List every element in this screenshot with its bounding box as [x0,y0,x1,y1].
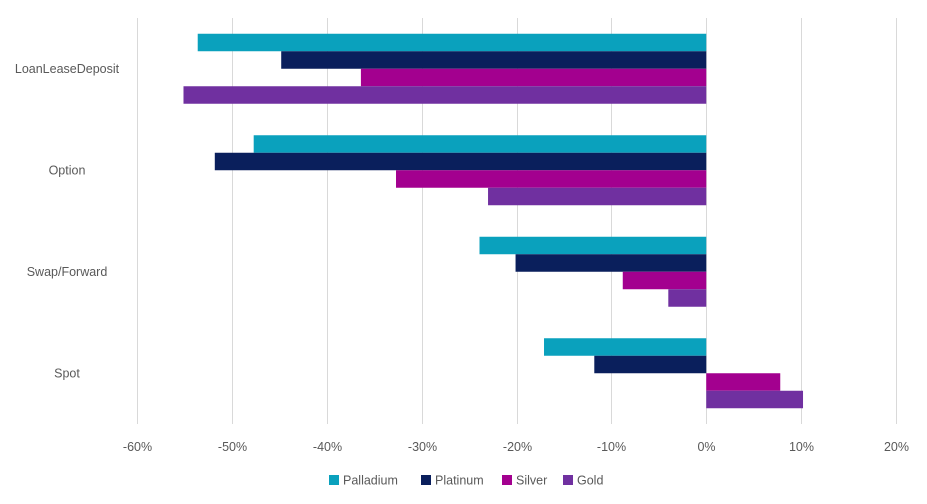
bar-gold [706,390,804,409]
x-tick-label: -30% [408,440,437,454]
bar-palladium [197,33,707,52]
bar-silver [396,170,707,188]
legend-item-platinum: Platinum [421,474,484,488]
bar-platinum [515,254,707,272]
legend-swatch [502,475,512,485]
bar-platinum [281,51,707,69]
legend-label: Palladium [343,474,398,488]
legend-swatch [421,475,431,485]
x-tick-label: -20% [503,440,532,454]
category-label: LoanLeaseDeposit [15,62,120,76]
legend: Palladium Platinum Silver Gold [329,474,603,488]
bar-gold [488,187,707,206]
x-tick-label: -10% [597,440,626,454]
bar-gold [183,86,707,104]
bar-gold [668,289,707,307]
x-tick-label: 20% [884,440,909,454]
legend-swatch [563,475,573,485]
bar-platinum [214,152,707,171]
bar-palladium [253,135,707,153]
x-tick-labels: -60% -50% -40% -30% -20% -10% 0% 10% 20% [123,440,909,454]
x-tick-label: -40% [313,440,342,454]
x-tick-label: -60% [123,440,152,454]
bar-silver [360,68,707,87]
bar-palladium [544,338,707,356]
legend-label: Gold [577,474,603,488]
bars [183,33,804,409]
bar-silver [622,271,707,290]
category-labels: LoanLeaseDeposit Option Swap/Forward Spot [15,62,120,381]
legend-label: Silver [516,474,547,488]
x-tick-label: 0% [697,440,715,454]
legend-label: Platinum [435,474,484,488]
legend-swatch [329,475,339,485]
bar-silver [706,373,781,391]
x-tick-label: -50% [218,440,247,454]
category-label: Spot [54,366,80,380]
legend-item-palladium: Palladium [329,474,398,488]
legend-item-gold: Gold [563,474,603,488]
bar-platinum [594,355,707,374]
category-label: Option [49,163,86,177]
category-label: Swap/Forward [27,265,108,279]
bar-palladium [479,236,707,255]
legend-item-silver: Silver [502,474,547,488]
x-tick-label: 10% [789,440,814,454]
